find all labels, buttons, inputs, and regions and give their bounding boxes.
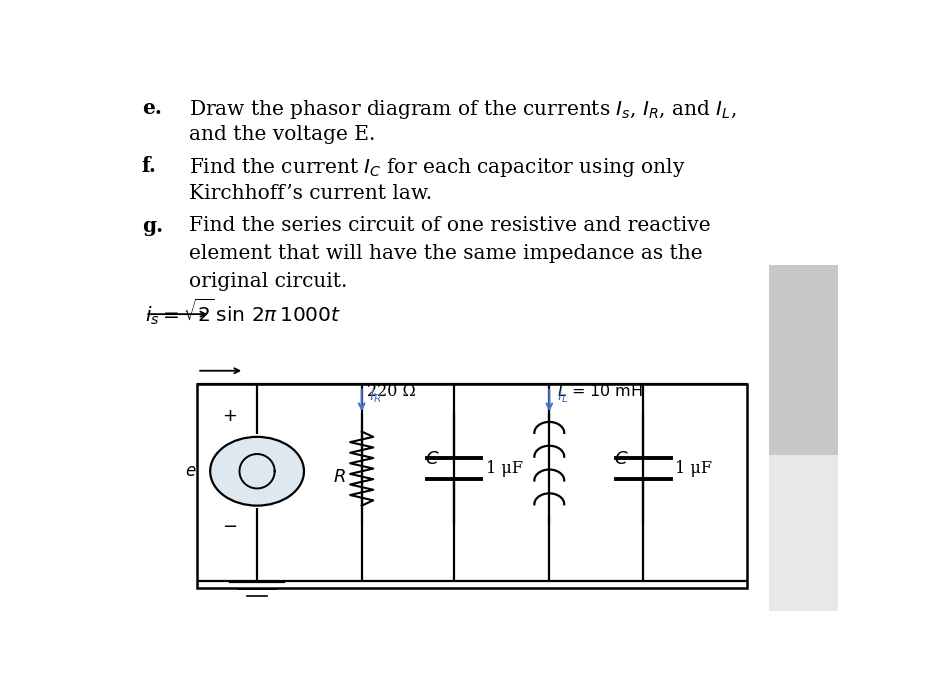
Text: element that will have the same impedance as the: element that will have the same impedanc… — [188, 244, 702, 263]
Text: $i_R$: $i_R$ — [369, 386, 382, 405]
Text: C: C — [614, 450, 627, 468]
Text: Draw the phasor diagram of the currents $I_s$, $I_R$, and $I_L$,: Draw the phasor diagram of the currents … — [188, 98, 736, 122]
Text: $i_s = \sqrt{2}\,\sin\,2\pi\,1000t$: $i_s = \sqrt{2}\,\sin\,2\pi\,1000t$ — [145, 297, 341, 327]
Text: 1 μF: 1 μF — [675, 460, 712, 477]
Text: −: − — [223, 518, 237, 536]
Bar — [769, 265, 838, 455]
Text: Find the current $I_C$ for each capacitor using only: Find the current $I_C$ for each capacito… — [188, 157, 685, 179]
Text: Find the series circuit of one resistive and reactive: Find the series circuit of one resistive… — [188, 216, 710, 235]
Text: R: R — [333, 468, 345, 486]
Text: C: C — [425, 450, 439, 468]
Text: e: e — [185, 462, 196, 480]
Text: and the voltage E.: and the voltage E. — [188, 125, 375, 144]
Text: 220 Ω: 220 Ω — [368, 383, 416, 401]
Text: original circuit.: original circuit. — [188, 272, 347, 291]
Bar — [197, 384, 747, 587]
Text: g.: g. — [142, 216, 163, 236]
Text: 1 μF: 1 μF — [486, 460, 523, 477]
Text: +: + — [223, 407, 237, 425]
Text: Kirchhoff’s current law.: Kirchhoff’s current law. — [188, 184, 432, 203]
Text: f.: f. — [142, 157, 156, 177]
Text: $i_L$: $i_L$ — [557, 386, 568, 405]
Circle shape — [210, 437, 304, 506]
Text: $L$ = 10 mH: $L$ = 10 mH — [557, 383, 642, 399]
Bar — [769, 455, 838, 611]
Text: e.: e. — [142, 98, 161, 118]
